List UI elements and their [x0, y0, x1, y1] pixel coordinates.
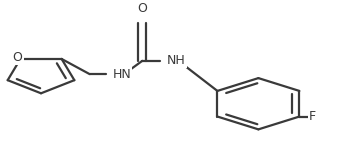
Text: O: O: [13, 51, 23, 64]
Text: F: F: [309, 110, 316, 123]
Text: HN: HN: [112, 68, 131, 81]
Text: O: O: [137, 2, 147, 15]
Text: NH: NH: [167, 54, 186, 67]
